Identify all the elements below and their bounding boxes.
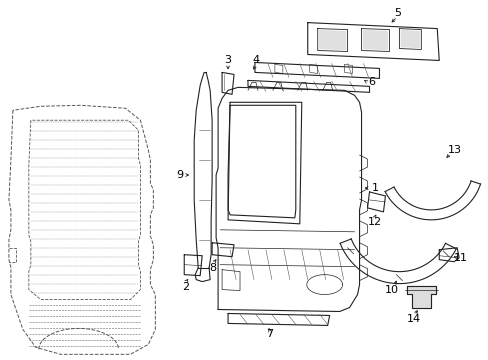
Polygon shape: [319, 31, 345, 50]
Polygon shape: [407, 285, 435, 293]
Text: 10: 10: [384, 284, 398, 294]
Text: 5: 5: [393, 8, 400, 18]
Text: 11: 11: [453, 253, 467, 263]
Text: 13: 13: [447, 145, 461, 155]
Polygon shape: [401, 31, 419, 48]
Text: 2: 2: [182, 282, 188, 292]
Text: 9: 9: [176, 170, 183, 180]
Text: 7: 7: [266, 329, 273, 339]
Polygon shape: [363, 31, 386, 50]
Text: 6: 6: [367, 77, 374, 87]
Text: 14: 14: [407, 314, 421, 324]
Text: 4: 4: [252, 55, 259, 66]
Text: 12: 12: [366, 217, 381, 227]
Polygon shape: [411, 293, 430, 307]
Text: 3: 3: [224, 55, 231, 66]
Text: 8: 8: [209, 263, 216, 273]
Text: 1: 1: [371, 183, 378, 193]
